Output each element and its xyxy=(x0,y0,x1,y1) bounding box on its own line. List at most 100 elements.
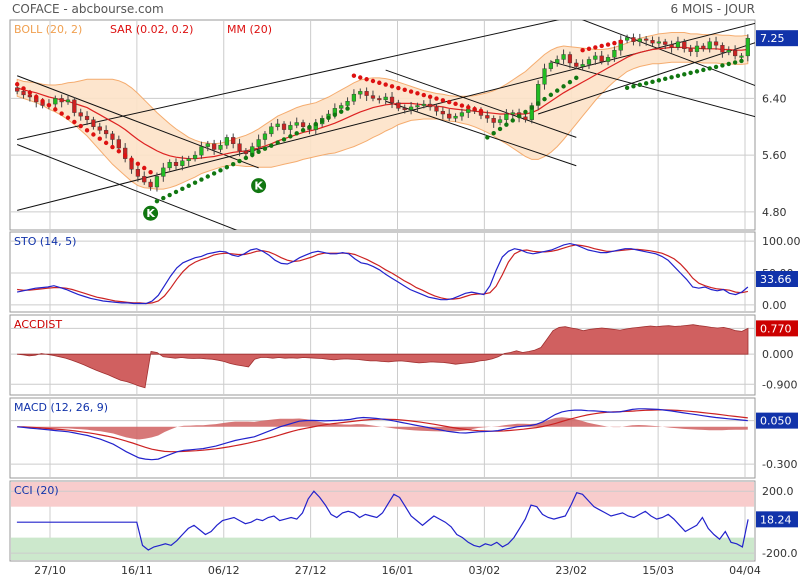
candle-up xyxy=(358,91,363,95)
candle-down xyxy=(663,41,668,45)
sar-dot xyxy=(351,73,357,78)
cci-oversold-zone xyxy=(11,537,754,560)
accdist-value-badge xyxy=(756,320,798,337)
sar-dot xyxy=(78,123,83,129)
sar-dot xyxy=(510,118,515,123)
candle-up xyxy=(675,41,681,48)
sar-dot xyxy=(618,39,623,44)
candle-down xyxy=(644,38,649,41)
candle-up xyxy=(694,45,700,52)
sar-dot xyxy=(707,66,712,71)
candle-up xyxy=(586,59,592,65)
sar-dot xyxy=(701,67,706,73)
candle-down xyxy=(364,91,369,96)
sar-dot xyxy=(485,135,490,140)
candle-down xyxy=(377,98,382,101)
candle-down xyxy=(733,50,738,57)
sar-dot xyxy=(370,78,376,84)
x-tick-label: 15/03 xyxy=(642,564,674,577)
macd-y-tick: -0.300 xyxy=(762,458,797,471)
sar-dot xyxy=(396,85,401,91)
sar-dot xyxy=(726,61,731,67)
candle-up xyxy=(466,108,471,113)
candle-up xyxy=(351,93,357,102)
chart-title: COFACE - abcbourse.com xyxy=(12,2,164,16)
sar-dot xyxy=(192,180,198,185)
cci-value-badge xyxy=(756,511,798,528)
sar-dot xyxy=(643,81,649,86)
price-panel: 4.80 5.60 6.40 K K BOLL (20, 2) SAR (0.02, 0.2… xyxy=(9,19,798,231)
sar-dot xyxy=(34,94,39,100)
sar-dot xyxy=(27,90,33,95)
candle-down xyxy=(110,133,115,140)
cci-y-tick: -200.0 xyxy=(762,547,797,560)
sar-dot xyxy=(650,79,655,85)
candle-down xyxy=(148,181,153,188)
candle-up xyxy=(605,57,611,62)
macd-value-badge xyxy=(756,412,798,429)
candle-down xyxy=(97,126,102,131)
candle-up xyxy=(625,37,630,41)
candle-up xyxy=(656,41,661,44)
sar-dot xyxy=(72,119,77,125)
candle-up xyxy=(726,50,731,53)
candle-up xyxy=(192,154,198,159)
candle-down xyxy=(212,143,217,150)
candle-up xyxy=(205,143,210,147)
candle-up xyxy=(218,144,223,150)
sar-dot xyxy=(294,131,299,136)
sar-dot xyxy=(230,161,236,167)
k-marker xyxy=(250,177,268,195)
candle-up xyxy=(593,55,598,60)
sar-dot xyxy=(523,109,528,115)
sar-dot xyxy=(453,101,458,107)
trend-line xyxy=(385,69,577,138)
price-value-label: 7.25 xyxy=(760,32,785,45)
accdist-legend-item: ACCDIST xyxy=(14,318,62,331)
sar-dot xyxy=(408,89,414,94)
candle-up xyxy=(383,96,388,101)
sar-dot xyxy=(561,84,566,89)
sar-dot xyxy=(116,149,122,154)
sar-dot xyxy=(491,130,496,136)
candle-down xyxy=(599,55,604,62)
k-marker-label: K xyxy=(146,207,155,220)
x-tick-label: 23/02 xyxy=(555,564,587,577)
sar-dot xyxy=(339,109,344,114)
sar-dot xyxy=(300,128,306,133)
candle-down xyxy=(491,118,496,123)
cci-value-label: 18.24 xyxy=(760,513,792,526)
sar-dot xyxy=(675,73,681,79)
macd-histogram xyxy=(17,417,748,440)
sar-dot xyxy=(459,103,465,108)
candle-down xyxy=(682,41,687,50)
candle-down xyxy=(142,176,147,183)
sar-dot xyxy=(567,79,573,85)
sar-dot xyxy=(377,80,382,85)
candle-up xyxy=(510,112,515,115)
sar-dot xyxy=(122,153,128,158)
sar-dot xyxy=(224,165,230,170)
sar-dot xyxy=(199,177,204,182)
x-tick-label: 03/02 xyxy=(469,564,501,577)
sar-dot xyxy=(319,118,325,124)
sar-dot xyxy=(53,107,58,112)
candle-down xyxy=(370,95,376,99)
macd-legend-item: MACD (12, 26, 9) xyxy=(14,401,108,414)
cci-y-tick: 200.0 xyxy=(762,485,794,498)
trend-line xyxy=(538,42,755,115)
candle-up xyxy=(269,126,274,135)
candle-down xyxy=(243,150,249,154)
sar-dot xyxy=(218,168,223,173)
sar-dot xyxy=(364,77,369,82)
candle-down xyxy=(701,45,706,50)
sar-dot xyxy=(593,45,598,50)
sar-dot xyxy=(605,42,611,47)
candle-up xyxy=(275,123,280,127)
sar-dot xyxy=(97,136,102,141)
sar-dot xyxy=(440,98,446,103)
candle-up xyxy=(415,105,420,108)
sar-dot xyxy=(466,105,471,110)
